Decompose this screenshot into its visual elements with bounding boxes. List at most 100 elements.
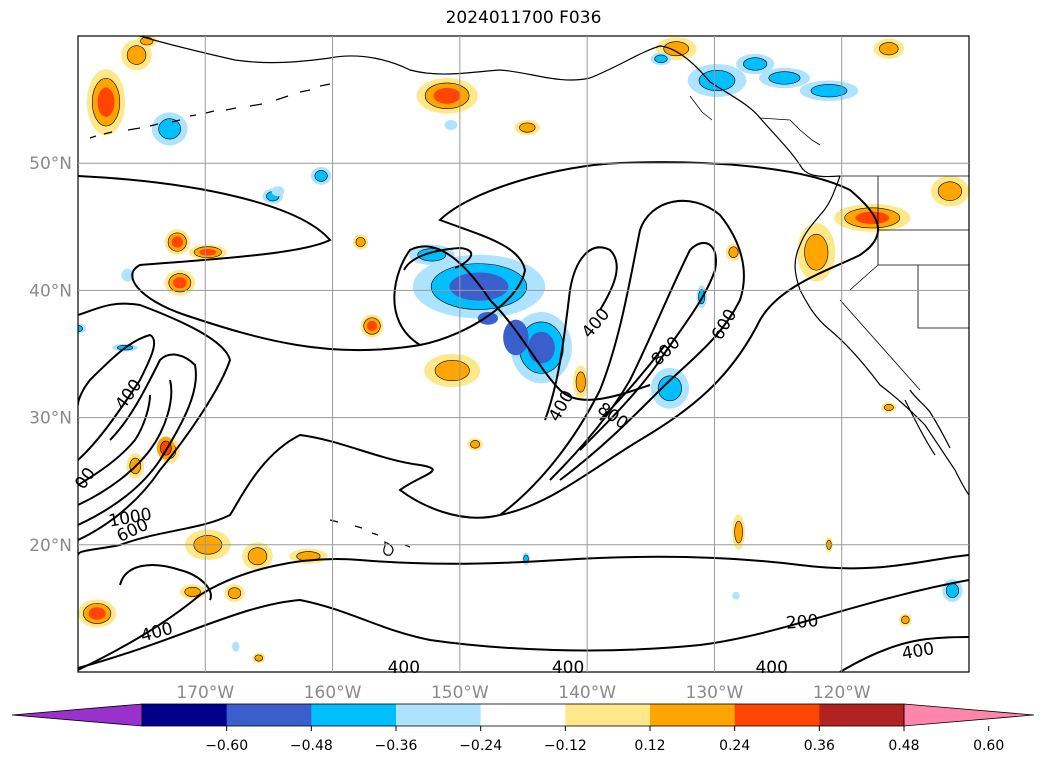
shade-level-pos2 — [184, 586, 201, 597]
shaded-blob — [360, 314, 384, 338]
shade-level-pos3 — [855, 211, 890, 225]
colorbar-bin — [734, 704, 820, 726]
shade-level-neg1 — [121, 268, 135, 282]
coastline-baja — [904, 389, 951, 456]
shade-level-pos2 — [247, 547, 268, 566]
contour-line — [78, 161, 880, 556]
border-states-2 — [839, 264, 921, 391]
contour-line — [78, 302, 232, 541]
contour-line — [78, 394, 151, 486]
colorbar-bin — [396, 704, 482, 726]
shaded-blob — [514, 119, 541, 136]
shade-level-neg2 — [698, 70, 736, 91]
colorbar-extend-low — [11, 703, 143, 727]
lon-label: 170°W — [176, 683, 234, 703]
shaded-blob — [467, 437, 483, 451]
shaded-blob — [242, 542, 273, 571]
contour-line — [78, 353, 197, 526]
shade-level-neg3 — [477, 312, 499, 325]
colorbar — [11, 703, 1035, 727]
shaded-blob — [121, 268, 135, 282]
shaded-blob — [86, 69, 126, 136]
colorbar-bin — [819, 704, 905, 726]
shaded-blob — [797, 222, 836, 282]
lon-label: 120°W — [813, 683, 871, 703]
shaded-blob — [725, 243, 742, 262]
lon-label: 130°W — [686, 683, 744, 703]
shade-level-neg1 — [732, 591, 740, 600]
shaded-blob — [732, 514, 745, 550]
shaded-blob — [444, 119, 458, 131]
map-title: 2024011700 F036 — [445, 8, 602, 28]
shade-level-neg2 — [743, 57, 768, 71]
lat-label: 30°N — [29, 409, 72, 429]
shaded-blob — [224, 584, 245, 603]
longitude-labels: 170°W 160°W 150°W 140°W 130°W 120°W — [176, 683, 870, 703]
shaded-blob — [136, 36, 157, 48]
shade-level-pos2 — [355, 237, 366, 248]
shaded-blob — [151, 112, 188, 146]
shaded-blob — [881, 402, 897, 413]
colorbar-bin — [480, 704, 566, 726]
shade-level-neg1 — [271, 186, 285, 197]
shade-level-pos2 — [663, 41, 690, 57]
shaded-blob — [758, 67, 810, 89]
shade-level-pos2 — [434, 360, 470, 382]
shaded-blob — [424, 354, 481, 388]
contour-label: 400 — [552, 658, 584, 678]
shaded-blob — [736, 53, 775, 75]
shaded-blob — [164, 270, 196, 296]
latitude-labels: 50°N 40°N 30°N 20°N — [29, 154, 72, 556]
shade-level-neg2 — [810, 84, 848, 98]
colorbar-frame — [141, 703, 905, 727]
colorbar-ticks: −0.60 −0.48 −0.36 −0.24 −0.12 0.12 0.24 0.36 0.4… — [205, 726, 1004, 754]
colorbar-tick-label: −0.12 — [544, 738, 587, 754]
contour-line — [78, 579, 969, 669]
shade-level-pos2 — [519, 122, 536, 133]
coastline-aleutians — [89, 83, 331, 139]
colorbar-tick-label: −0.24 — [459, 738, 502, 754]
shaded-blob — [188, 244, 227, 260]
contour-line — [549, 241, 717, 481]
shaded-blob — [310, 167, 332, 185]
shaded-blob — [650, 367, 689, 409]
shaded-blob — [503, 319, 529, 356]
shade-level-neg3 — [449, 272, 509, 301]
coastline-hawaii — [329, 519, 411, 556]
shaded-blob — [412, 254, 546, 319]
colorbar-bin — [565, 704, 651, 726]
shaded-blob — [289, 548, 328, 564]
shade-level-pos2 — [575, 371, 586, 393]
shaded-blob — [78, 323, 86, 334]
shade-level-pos3 — [171, 236, 183, 248]
shaded-blob — [232, 641, 240, 652]
coastline-alaska — [139, 36, 841, 178]
colorbar-bin — [311, 704, 397, 726]
shaded-blob — [687, 63, 747, 98]
colorbar-tick-label: 0.12 — [634, 738, 665, 754]
shade-level-pos3 — [366, 320, 378, 332]
shade-level-pos3 — [88, 607, 106, 620]
shade-level-pos3 — [199, 248, 217, 256]
shaded-blob — [732, 591, 740, 600]
shaded-blob — [164, 229, 191, 255]
shaded-field — [78, 36, 969, 664]
contour-line — [599, 344, 666, 421]
shaded-blob — [834, 203, 911, 232]
shade-level-pos2 — [883, 403, 894, 411]
shade-level-pos2 — [126, 45, 147, 65]
shaded-blob — [477, 312, 499, 325]
shade-level-neg3 — [503, 319, 529, 356]
contour-label: 200 — [785, 611, 819, 634]
shade-level-pos2 — [901, 615, 910, 625]
contour-line — [393, 245, 651, 401]
shade-level-pos2 — [937, 181, 962, 201]
map-plot-area — [78, 36, 969, 672]
coastlines — [89, 36, 969, 556]
shade-level-neg2 — [768, 71, 801, 85]
shade-level-pos3 — [97, 87, 115, 117]
shade-level-neg1 — [232, 641, 240, 652]
shaded-blob — [271, 186, 285, 197]
shade-level-pos2 — [227, 587, 242, 599]
contour-label: 400 — [755, 658, 787, 678]
